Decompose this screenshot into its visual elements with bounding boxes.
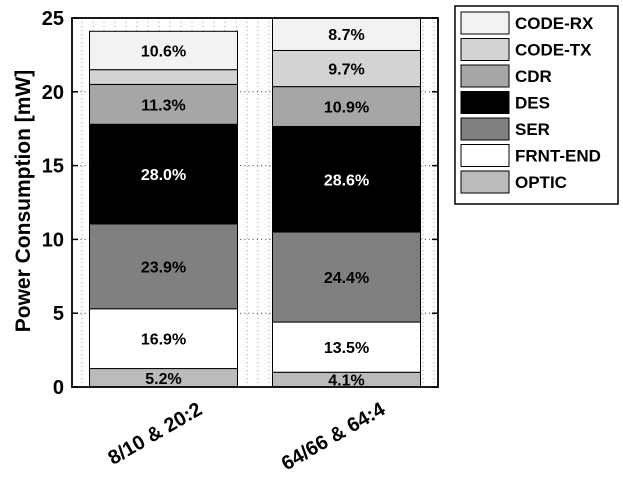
- y-tick-label: 20: [42, 82, 64, 104]
- legend-label: CODE-RX: [515, 14, 594, 33]
- data-label: 8.7%: [328, 27, 364, 44]
- bar-segment-ser: [272, 231, 421, 323]
- bar-segment-code-tx: [89, 69, 238, 85]
- y-tick-label: 25: [42, 8, 64, 30]
- data-label: 24.4%: [324, 270, 369, 287]
- data-label: 11.3%: [141, 97, 185, 114]
- bar-segment-des: [272, 125, 421, 233]
- data-label: 9.7%: [328, 62, 364, 79]
- data-label: 10.9%: [324, 100, 369, 117]
- x-tick-label: 8/10 & 20:2: [104, 398, 206, 469]
- x-tick-label: 64/66 & 64:4: [278, 398, 390, 475]
- data-label: 13.5%: [324, 340, 369, 357]
- legend-swatch: [460, 144, 510, 167]
- legend-label: CDR: [515, 67, 552, 86]
- bar-segment-cdr: [272, 86, 421, 127]
- legend-label: CODE-TX: [515, 41, 592, 60]
- data-label: 28.0%: [141, 167, 186, 184]
- axes-frame: [71, 17, 439, 388]
- legend: CODE-RX CODE-TX CDR DES SER FRNT-END OPTIC: [454, 5, 619, 205]
- legend-swatch: [460, 38, 510, 61]
- legend-swatch: [460, 91, 510, 114]
- data-label: 4.1%: [328, 373, 364, 390]
- legend-swatch: [460, 170, 510, 194]
- bar-segment-des: [89, 123, 238, 225]
- data-label: 5.2%: [145, 371, 181, 388]
- data-label: 16.9%: [141, 332, 186, 349]
- y-axis-label: Power Consumption [mW]: [12, 70, 35, 332]
- legend-swatch: [460, 117, 510, 141]
- legend-label: OPTIC: [515, 173, 567, 192]
- legend-swatch: [460, 64, 510, 88]
- data-label: 10.6%: [141, 43, 186, 60]
- bar-segment-ser: [89, 223, 238, 310]
- legend-label: SER: [515, 120, 550, 139]
- bars-layer: 5.2% 16.9% 23.9% 28.0% 11.3% 10.6% 4.1% 13.5% 24…: [89, 17, 421, 390]
- y-tick-label: 10: [42, 229, 64, 251]
- bar-segment-code-rx: [89, 30, 238, 71]
- data-label: 23.9%: [141, 259, 186, 276]
- legend-label: FRNT-END: [515, 147, 601, 166]
- bar-segment-frnt-end: [89, 308, 238, 370]
- legend-swatch: [460, 11, 510, 35]
- bar-segment-cdr: [89, 83, 238, 125]
- y-tick-label: 0: [53, 377, 64, 399]
- y-tick-label: 15: [42, 156, 64, 178]
- legend-label: DES: [515, 94, 550, 113]
- bar-segment-code-rx: [272, 17, 421, 51]
- y-tick-label: 5: [53, 303, 64, 325]
- data-label: 28.6%: [324, 172, 369, 189]
